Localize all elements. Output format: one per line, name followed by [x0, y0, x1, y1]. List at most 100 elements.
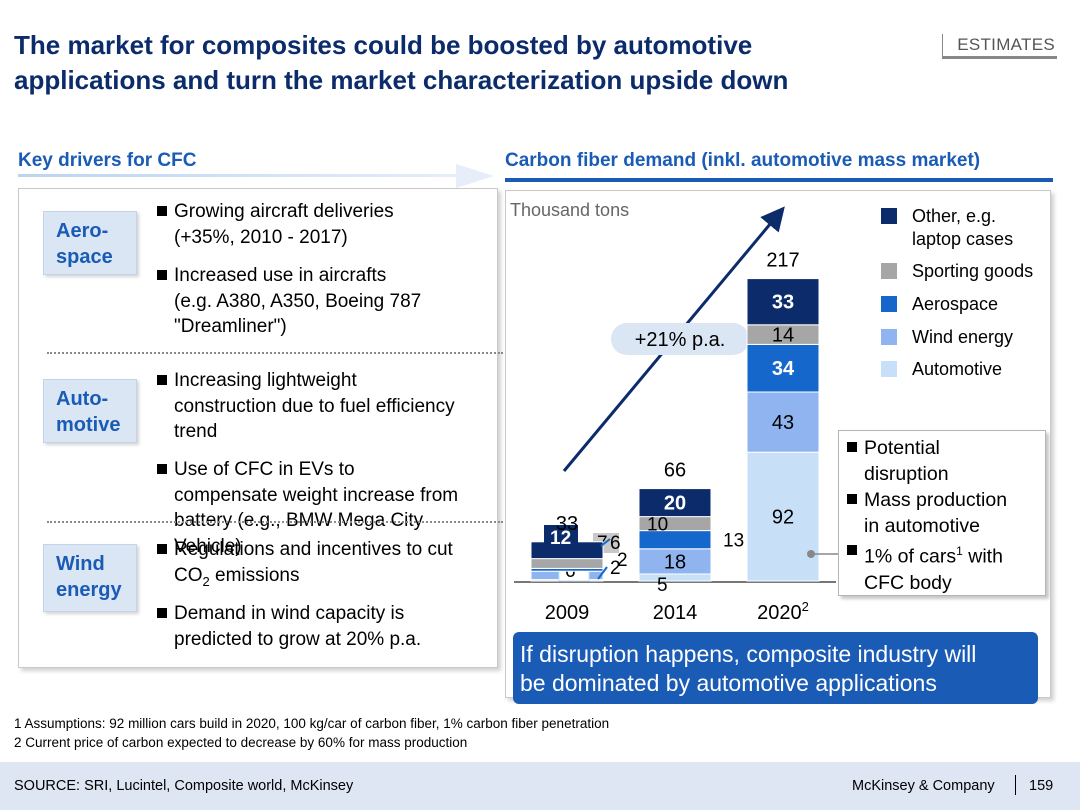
legend-label: Sporting goods	[912, 261, 1033, 281]
driver-text: Use of CFC in EVs to compensate weight i…	[157, 457, 502, 559]
bar-segment	[746, 391, 820, 453]
disruption-line: with	[962, 545, 1003, 568]
key-drivers-header: Key drivers for CFC	[18, 150, 197, 171]
driver-line: Growing aircraft deliveries	[174, 201, 394, 222]
category-label-line: motive	[56, 414, 121, 436]
x-tick-label: 2009	[545, 602, 590, 624]
driver-text: Increasing lightweight construction due …	[157, 368, 502, 445]
footer: SOURCE: SRI, Lucintel, Composite world, …	[0, 762, 1080, 810]
cagr-pill	[611, 323, 749, 355]
chart-header: Carbon fiber demand (inkl. automotive ma…	[505, 150, 981, 171]
data-label: 2	[610, 558, 621, 579]
data-label: 10	[647, 515, 668, 536]
driver-line: (e.g. A380, A350, Boeing 787	[174, 290, 422, 312]
driver-line: "Dreamliner")	[174, 316, 287, 337]
page-title: The market for composites could be boost…	[14, 28, 914, 98]
category-label-line: space	[56, 246, 113, 268]
driver-bullet: Demand in wind capacity is predicted to …	[157, 601, 502, 652]
driver-line: Regulations and incentives to cut	[174, 539, 453, 560]
callout-line: If disruption happens, composite industr…	[520, 641, 977, 667]
footnote-1: 1 Assumptions: 92 million cars build in …	[14, 716, 610, 731]
category-automotive: Auto- motive	[43, 379, 137, 443]
data-label: 92	[772, 507, 794, 529]
stacked-bar-chart: Thousand tons+21% p.a.627123320095181310…	[510, 200, 1033, 624]
bar-segment	[638, 488, 712, 518]
driver-subscript: 2	[202, 573, 210, 589]
footnote-2: 2 Current price of carbon expected to de…	[14, 735, 468, 750]
total-label: 66	[664, 460, 686, 482]
bar-segment	[746, 451, 820, 582]
x-tick-label: 2014	[653, 602, 698, 624]
driver-line: Use of CFC in EVs to	[174, 459, 355, 480]
cagr-label: +21% p.a.	[635, 329, 726, 351]
x-tick-label: 20202	[757, 599, 809, 624]
driver-bullet: Increasing lightweight construction due …	[157, 368, 502, 445]
driver-line: Vehicle)	[174, 535, 242, 557]
footer-divider	[1015, 775, 1016, 795]
disruption-text: 1% of cars1 with CFC body	[847, 538, 1043, 596]
data-label: 20	[664, 493, 686, 515]
driver-line: trend	[174, 421, 218, 442]
category-label-line: Aero-	[56, 220, 109, 242]
driver-line: CO	[174, 564, 203, 586]
legend-label: Other, e.g.	[912, 206, 996, 226]
bullet-square-icon	[847, 442, 857, 452]
callout-box: If disruption happens, composite industr…	[513, 632, 1038, 704]
unit-label: Thousand tons	[510, 200, 629, 220]
legend-label: Wind energy	[912, 327, 1013, 347]
section-divider	[47, 521, 503, 523]
company-name: McKinsey & Company	[852, 778, 995, 794]
data-label: 12	[550, 528, 571, 549]
data-label: 2	[617, 550, 628, 571]
category-aerospace: Aero- space	[43, 211, 137, 275]
disruption-superscript: 1	[956, 544, 963, 558]
legend-swatch	[881, 263, 897, 279]
key-drivers-panel: Aero- space Growing aircraft deliveries …	[18, 188, 503, 668]
category-label-line: energy	[56, 579, 122, 601]
total-label: 33	[556, 513, 578, 535]
key-drivers-arrow-icon	[456, 164, 494, 188]
driver-line: battery (e.g., BMW Mega City	[174, 510, 424, 531]
data-label: 18	[664, 551, 686, 573]
data-label-bg	[544, 525, 578, 549]
driver-bullet: Use of CFC in EVs to compensate weight i…	[157, 457, 502, 559]
disruption-line: 1% of cars	[864, 545, 957, 568]
bar-segment	[530, 558, 604, 569]
disruption-bullet: 1% of cars1 with CFC body	[847, 538, 1043, 596]
disruption-line: CFC body	[864, 571, 952, 594]
disruption-bullet: Mass production in automotive	[847, 487, 1043, 539]
bar-segment	[638, 573, 712, 582]
bullet-square-icon	[157, 270, 167, 280]
total-label: 217	[766, 250, 799, 272]
x-tick-superscript: 2	[802, 599, 809, 614]
data-label: 14	[772, 325, 794, 347]
driver-text: Increased use in aircrafts (e.g. A380, A…	[157, 263, 502, 340]
callout-line: be dominated by automotive applications	[520, 670, 937, 696]
disruption-bullet: Potential disruption	[847, 435, 1043, 487]
leader-line	[597, 566, 608, 580]
bar-segment	[746, 278, 820, 326]
bullet-square-icon	[157, 464, 167, 474]
legend-label: Aerospace	[912, 294, 998, 314]
driver-line: (+35%, 2010 - 2017)	[174, 226, 348, 248]
legend-swatch	[881, 296, 897, 312]
key-drivers-header-line	[18, 174, 466, 177]
bullet-square-icon	[157, 544, 167, 554]
driver-bullet: Increased use in aircrafts (e.g. A380, A…	[157, 263, 502, 340]
bullet-square-icon	[157, 608, 167, 618]
bullet-square-icon	[847, 494, 857, 504]
bullet-square-icon	[157, 206, 167, 216]
driver-line: Demand in wind capacity is	[174, 603, 405, 624]
legend-swatch	[881, 361, 897, 377]
data-label: 33	[772, 292, 794, 314]
driver-line: emissions	[209, 564, 300, 586]
driver-line: Increasing lightweight	[174, 370, 357, 391]
category-wind-energy: Wind energy	[43, 544, 137, 612]
chart-header-line	[505, 178, 1053, 182]
disruption-text: Potential disruption	[847, 435, 1043, 487]
data-label: 6	[610, 533, 621, 554]
legend-swatch	[881, 208, 897, 224]
disruption-box: Potential disruption Mass production in …	[838, 430, 1046, 596]
legend-swatch	[881, 329, 897, 345]
data-label: 5	[657, 575, 668, 596]
